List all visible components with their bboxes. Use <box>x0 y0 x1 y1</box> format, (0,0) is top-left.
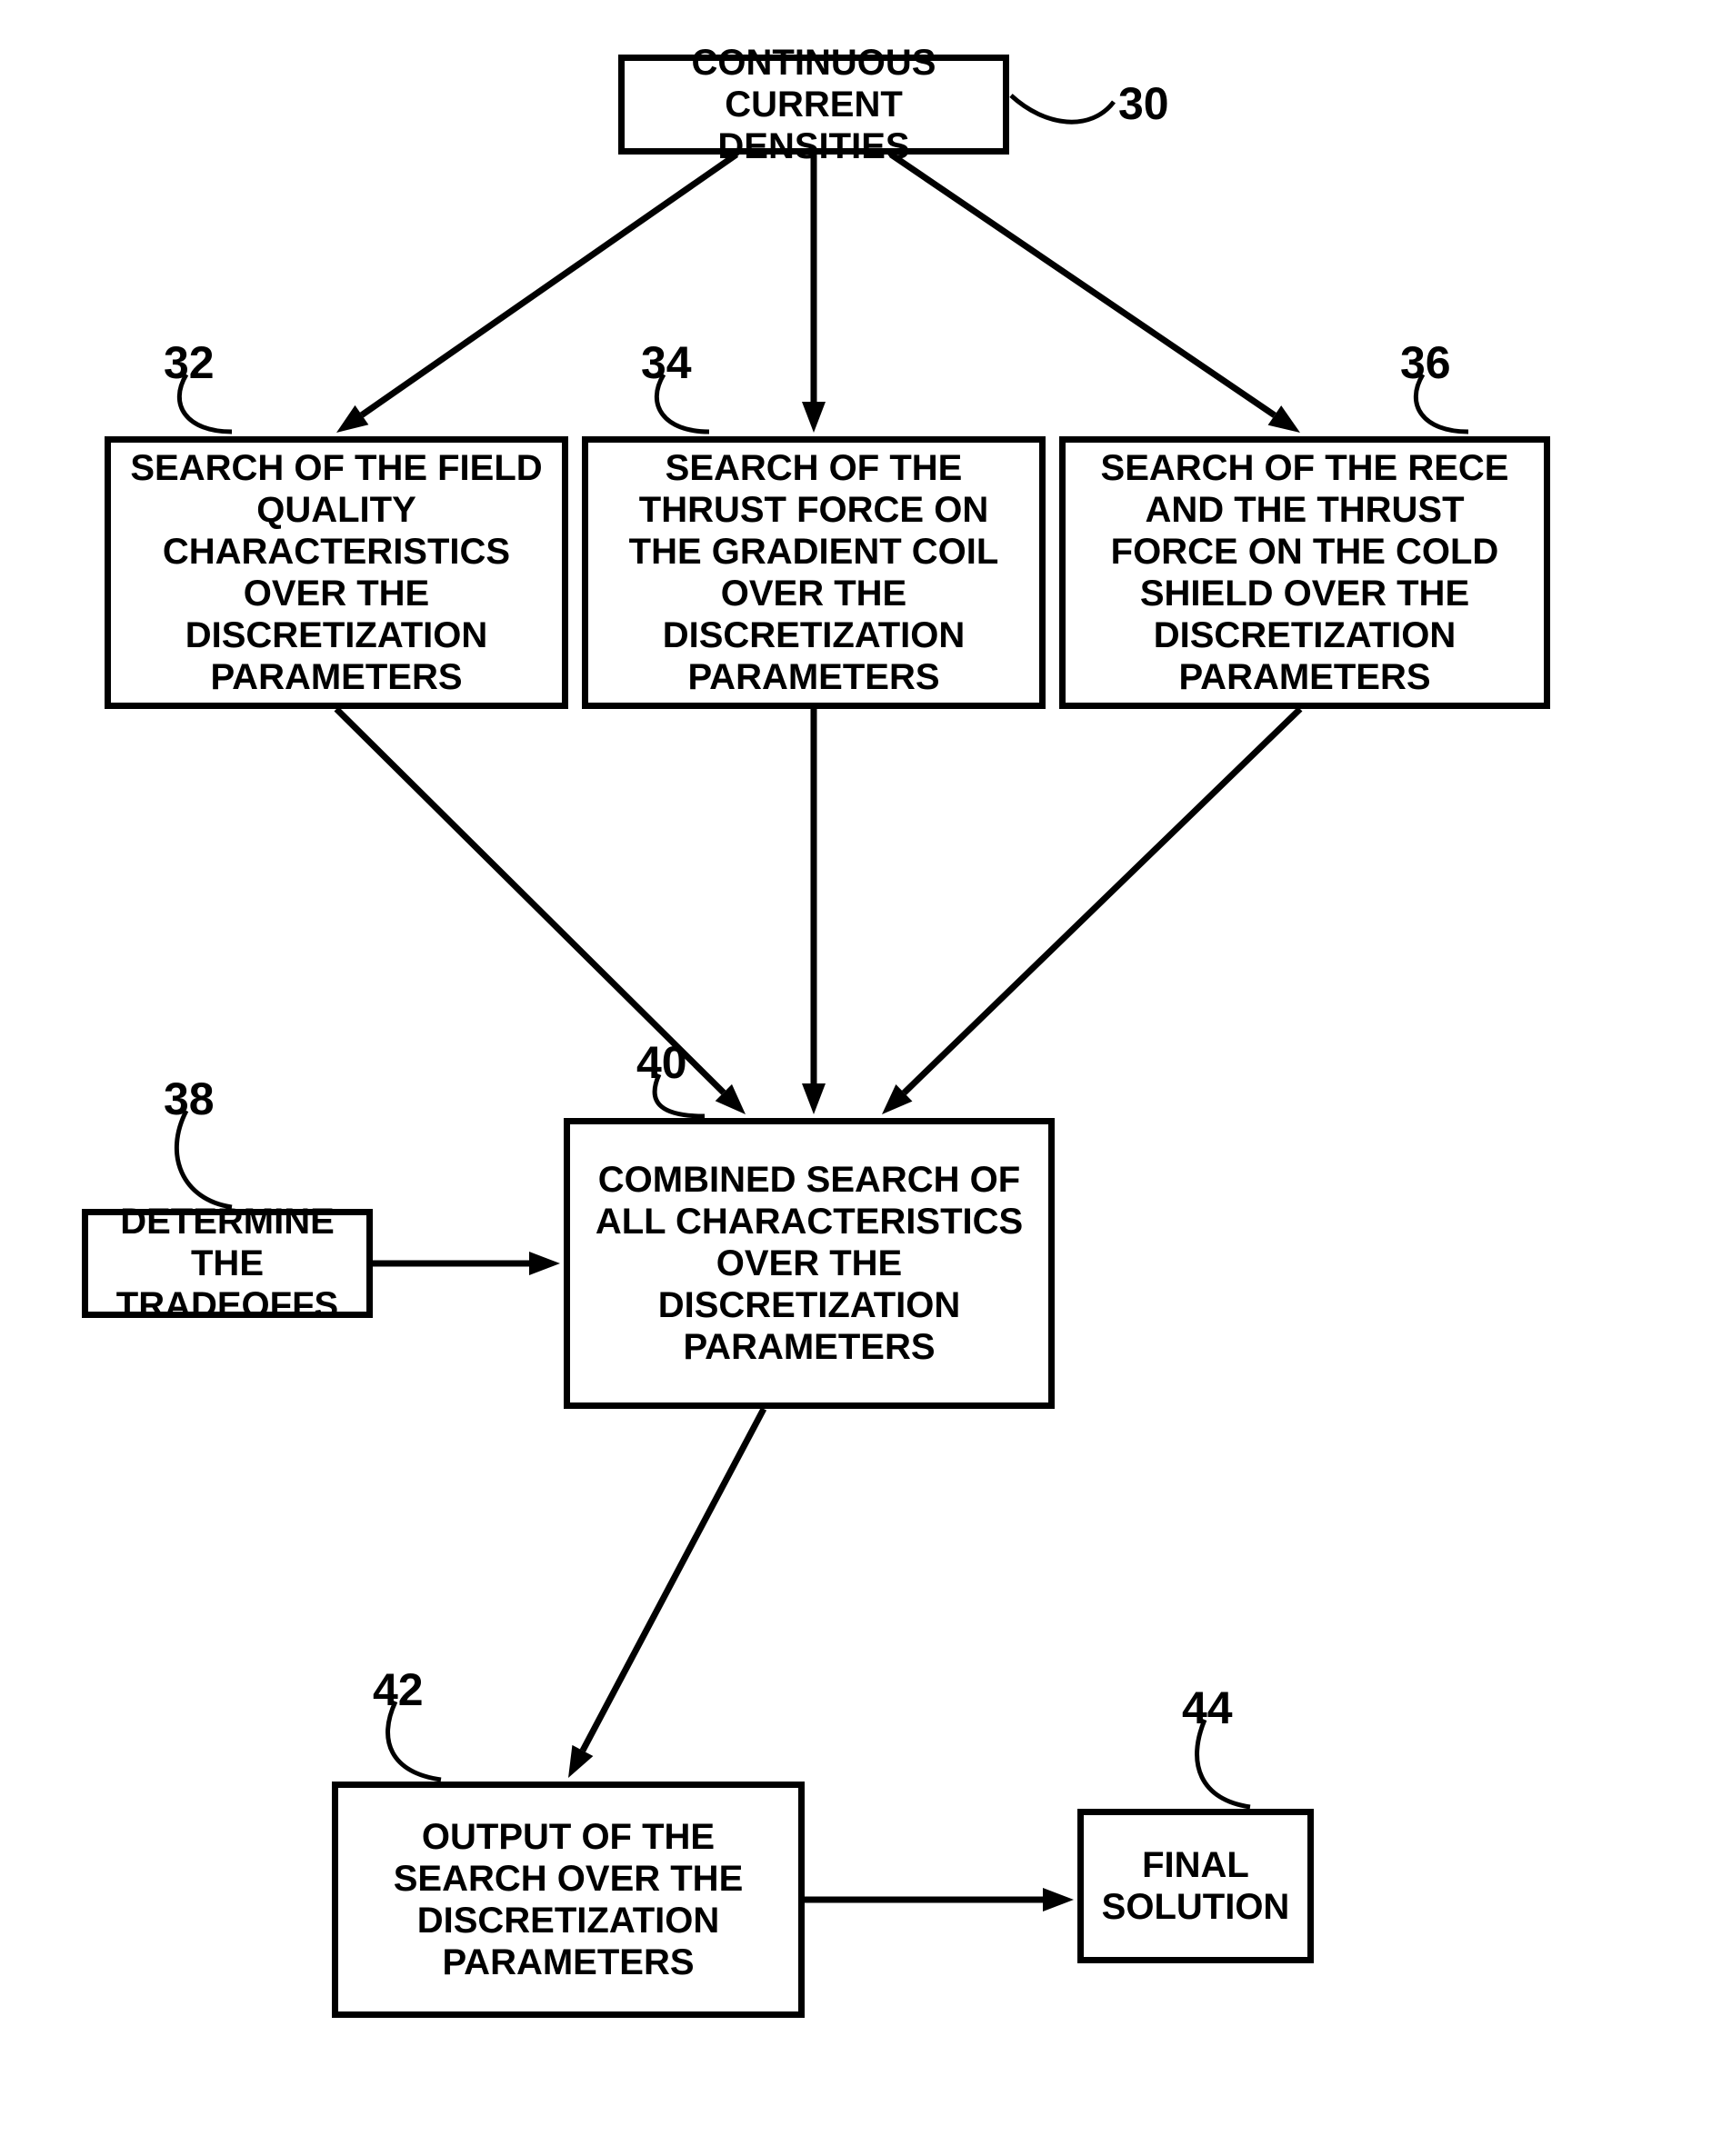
flowchart-canvas: CONTINUOUS CURRENT DENSITIES SEARCH OF T… <box>0 0 1732 2156</box>
node-combined-search: COMBINED SEARCH OF ALL CHARACTERISTICS O… <box>564 1118 1055 1409</box>
node-text: FINAL SOLUTION <box>1096 1844 1295 1928</box>
node-text: SEARCH OF THE THRUST FORCE ON THE GRADIE… <box>601 447 1026 698</box>
node-output-search: OUTPUT OF THE SEARCH OVER THE DISCRETIZA… <box>332 1782 805 2018</box>
ref-label-30: 30 <box>1118 77 1169 130</box>
node-text: COMBINED SEARCH OF ALL CHARACTERISTICS O… <box>583 1159 1036 1368</box>
arrow-layer <box>0 0 1732 2156</box>
node-continuous-current-densities: CONTINUOUS CURRENT DENSITIES <box>618 55 1009 155</box>
node-text: DETERMINE THE TRADEOFFS <box>101 1201 354 1326</box>
ref-label-44: 44 <box>1182 1682 1233 1734</box>
ref-label-36: 36 <box>1400 336 1451 389</box>
node-text: SEARCH OF THE FIELD QUALITY CHARACTERIST… <box>124 447 549 698</box>
node-text: CONTINUOUS CURRENT DENSITIES <box>637 42 990 167</box>
node-determine-tradeoffs: DETERMINE THE TRADEOFFS <box>82 1209 373 1318</box>
node-final-solution: FINAL SOLUTION <box>1077 1809 1314 1963</box>
ref-label-38: 38 <box>164 1073 215 1125</box>
node-text: SEARCH OF THE RECE AND THE THRUST FORCE … <box>1078 447 1531 698</box>
node-search-field-quality: SEARCH OF THE FIELD QUALITY CHARACTERIST… <box>105 436 568 709</box>
ref-label-32: 32 <box>164 336 215 389</box>
ref-label-34: 34 <box>641 336 692 389</box>
node-search-thrust-gradient: SEARCH OF THE THRUST FORCE ON THE GRADIE… <box>582 436 1046 709</box>
ref-label-42: 42 <box>373 1663 424 1716</box>
node-text: OUTPUT OF THE SEARCH OVER THE DISCRETIZA… <box>351 1816 786 1983</box>
ref-label-40: 40 <box>636 1036 687 1089</box>
node-search-rece-cold-shield: SEARCH OF THE RECE AND THE THRUST FORCE … <box>1059 436 1550 709</box>
